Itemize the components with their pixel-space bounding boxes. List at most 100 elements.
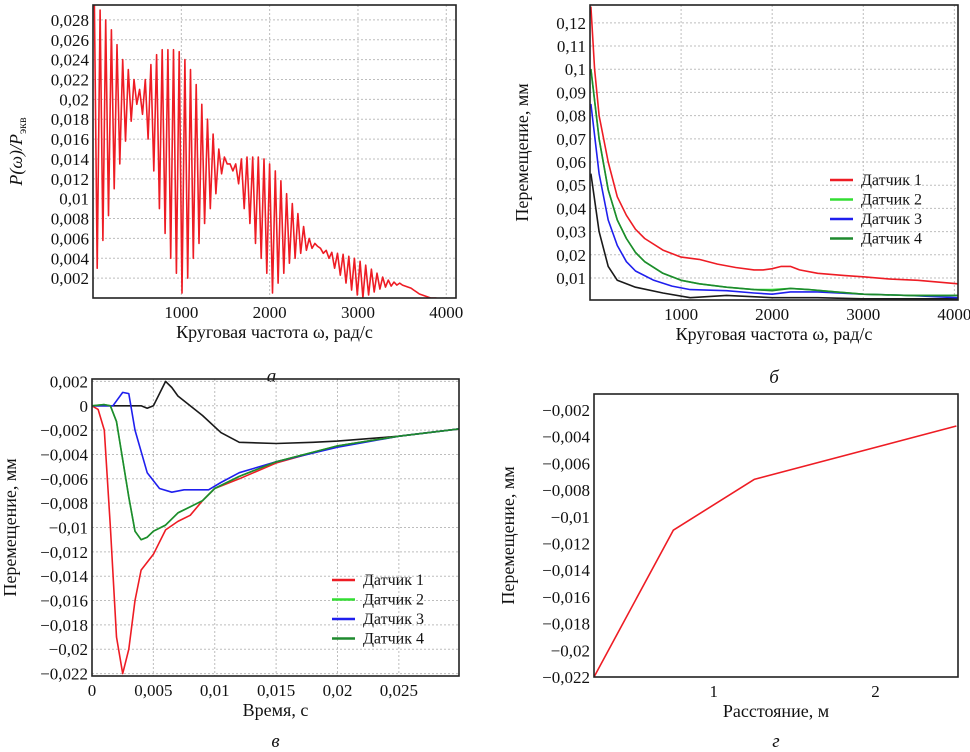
y-tick-label: −0,002 — [40, 421, 88, 440]
legend-item: Датчик 3 — [332, 611, 424, 628]
y-tick-label: −0,004 — [40, 445, 88, 464]
y-tick-label: 0,07 — [556, 130, 586, 149]
legend-item: Датчик 1 — [830, 172, 922, 189]
y-tick-label: 0,002 — [51, 269, 89, 288]
y-tick-label: 0,09 — [556, 83, 586, 102]
y-tick-label: −0,006 — [542, 454, 590, 473]
series-line-датчик-4 — [590, 69, 958, 297]
y-tick-label: 0,004 — [51, 249, 90, 268]
y-tick-label: 0,11 — [557, 37, 586, 56]
y-axis-label: Перемещение, мм — [498, 466, 518, 604]
panel-3: 0 0,005 0,01 0,015 0,02 0,025 0,002 0 −0,002 −0,0… — [0, 372, 460, 752]
y-axis-label: Перемещение, мм — [0, 458, 20, 596]
panel-1: 1000 2000 3000 40000,0020,0040,0060,0080,01… — [6, 4, 463, 387]
x-tick-label: 2000 — [755, 305, 789, 324]
legend-label: Датчик 3 — [363, 611, 424, 628]
x-tick-label: 0,01 — [200, 681, 230, 700]
x-axis-label: Время, с — [243, 700, 309, 720]
x-tick-label: 0,02 — [323, 681, 353, 700]
x-axis-label: Круговая частота ω, рад/с — [176, 322, 373, 342]
y-tick-label: −0,02 — [551, 641, 590, 660]
series-line-1 — [92, 380, 459, 445]
y-axis-label: P(ω)/Pэкв — [6, 117, 29, 187]
series-line-1 — [93, 5, 437, 298]
series-line-датчик-1 — [92, 405, 459, 675]
legend-item: Датчик 4 — [332, 631, 424, 648]
y-tick-label: 0,05 — [556, 176, 586, 195]
series-line-1 — [590, 173, 958, 300]
x-tick-label: 0,005 — [134, 681, 172, 700]
x-tick-label: 0,025 — [380, 681, 418, 700]
y-tick-label: −0,002 — [542, 401, 590, 420]
x-tick-label: 0,015 — [257, 681, 295, 700]
y-axis-label-main: P(ω)/P — [6, 134, 27, 187]
series-line-1 — [594, 425, 957, 677]
y-tick-label: −0,014 — [40, 567, 88, 586]
y-tick-label: 0,04 — [556, 199, 586, 218]
y-tick-label: 0,002 — [50, 372, 88, 391]
y-tick-label: 0,024 — [51, 51, 90, 70]
y-tick-label: 0,008 — [51, 210, 89, 229]
y-tick-label: 0,02 — [59, 90, 89, 109]
y-tick-label: −0,022 — [542, 668, 590, 687]
y-tick-label: 0,006 — [51, 229, 89, 248]
panel-letter: в — [271, 731, 279, 752]
plot-frame — [92, 4, 457, 299]
y-tick-label: 0,018 — [51, 110, 89, 129]
x-tick-label: 3000 — [846, 305, 880, 324]
y-tick-label: −0,016 — [542, 588, 590, 607]
y-tick-label: 0,026 — [51, 31, 89, 50]
legend: Датчик 1 Датчик 2 Датчик 3 Датчик 4 — [830, 172, 922, 248]
y-tick-label: 0,012 — [51, 170, 89, 189]
plot-frame — [589, 4, 959, 301]
panel-letter: б — [769, 367, 780, 388]
y-tick-label: 0,022 — [51, 70, 89, 89]
panel-letter: а — [267, 366, 277, 387]
legend-label: Датчик 1 — [861, 172, 922, 189]
legend-item: Датчик 2 — [332, 592, 424, 609]
series-line-датчик-3 — [590, 103, 958, 299]
y-tick-label: −0,018 — [542, 615, 590, 634]
legend-label: Датчик 2 — [363, 592, 424, 609]
panel-4: 1 2 −0,002 −0,004 −0,006 −0,008 −0,01 −0,012 −0,… — [498, 393, 959, 752]
y-tick-label: −0,012 — [40, 543, 88, 562]
y-tick-label: −0,01 — [49, 519, 88, 538]
y-tick-label: −0,008 — [542, 481, 590, 500]
y-tick-label: −0,022 — [40, 665, 88, 684]
x-tick-label: 1000 — [164, 303, 198, 322]
y-tick-label: 0,08 — [556, 107, 586, 126]
y-tick-label: 0,12 — [556, 14, 586, 33]
legend-label: Датчик 4 — [861, 231, 922, 248]
x-tick-label: 4000 — [937, 305, 970, 324]
y-tick-label: −0,012 — [542, 535, 590, 554]
x-axis-label: Расстояние, м — [723, 701, 829, 721]
legend-item: Датчик 2 — [830, 192, 922, 209]
y-tick-label: 0,01 — [556, 269, 586, 288]
y-tick-label: 0,02 — [556, 246, 586, 265]
y-tick-label: −0,004 — [542, 428, 590, 447]
y-tick-label: −0,008 — [40, 494, 88, 513]
y-tick-label: −0,02 — [49, 640, 88, 659]
legend-label: Датчик 4 — [363, 631, 424, 648]
y-tick-label: −0,016 — [40, 592, 88, 611]
plot-frame — [593, 393, 959, 678]
y-tick-label: 0,028 — [51, 11, 89, 30]
legend-item: Датчик 1 — [332, 572, 424, 589]
x-tick-label: 1 — [709, 682, 718, 701]
series-line-датчик-4 — [92, 403, 459, 541]
legend-item: Датчик 3 — [830, 211, 922, 228]
y-tick-label: 0,016 — [51, 130, 89, 149]
legend: Датчик 1 Датчик 2 Датчик 3 Датчик 4 — [332, 572, 424, 648]
panel-letter: г — [772, 731, 779, 752]
y-tick-label: 0,01 — [59, 190, 89, 209]
legend-label: Датчик 2 — [861, 192, 922, 209]
x-tick-label: 3000 — [341, 303, 375, 322]
x-tick-label: 2 — [871, 682, 880, 701]
panel-2: 1000 2000 3000 4000 0,01 0,02 0,03 0,04 0,05 0,06… — [512, 4, 970, 388]
y-tick-label: −0,018 — [40, 616, 88, 635]
legend-label: Датчик 3 — [861, 211, 922, 228]
y-axis-label: Перемещение, мм — [512, 83, 532, 221]
y-tick-label: −0,014 — [542, 561, 590, 580]
y-tick-label: −0,01 — [551, 508, 590, 527]
